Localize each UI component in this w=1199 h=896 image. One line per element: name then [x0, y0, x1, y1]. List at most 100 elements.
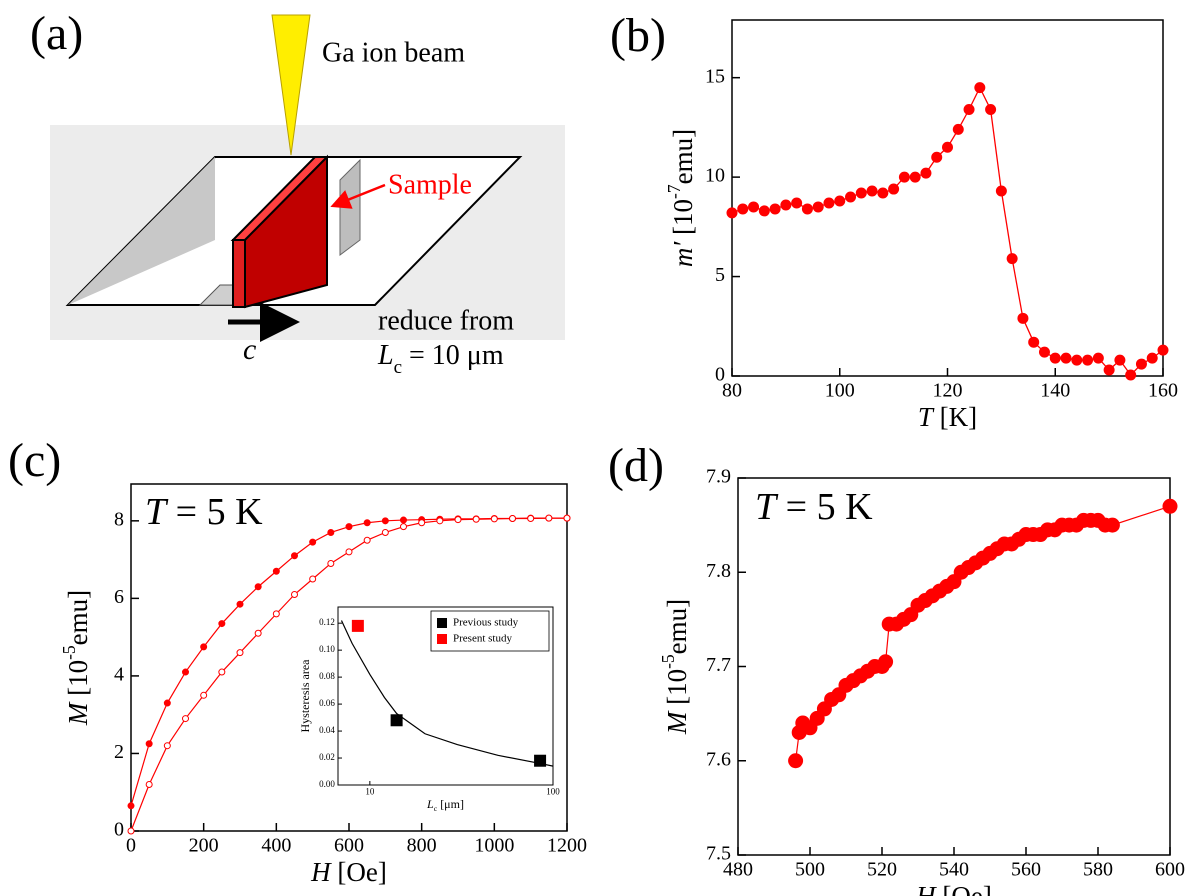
y-tick-label: 5: [715, 264, 725, 286]
chart: 80 100 120 140 160 0 5 10 15: [705, 19, 1178, 402]
point: [309, 575, 317, 583]
point: [272, 610, 280, 618]
point: [855, 187, 867, 199]
point: [309, 538, 317, 546]
point: [381, 528, 389, 536]
point: [272, 567, 280, 575]
point: [888, 183, 900, 195]
pointer: [330, 183, 386, 209]
point: [363, 519, 371, 527]
point: [1157, 344, 1169, 356]
y-tick-label: 4: [114, 664, 124, 686]
label-part: [μm]: [437, 797, 464, 811]
point: [1071, 354, 1083, 366]
point: [390, 714, 403, 727]
point: [236, 600, 244, 608]
point: [254, 629, 262, 637]
sample-side: [232, 239, 246, 308]
label-part: emu]: [63, 590, 93, 645]
point: [400, 516, 407, 524]
point: [472, 515, 480, 523]
point: [1017, 312, 1029, 324]
label-part: c: [434, 804, 438, 813]
point: [200, 691, 208, 699]
panel-label: (b): [610, 9, 666, 62]
panel-label: (d): [608, 439, 664, 492]
point: [163, 742, 171, 750]
label-part: M: [662, 710, 692, 735]
point: [218, 668, 226, 676]
y-tick-label: 0.04: [319, 725, 335, 735]
panel-label: (a): [30, 7, 83, 60]
point: [254, 583, 262, 591]
y-tick-label: 0: [715, 364, 725, 386]
point: [823, 197, 835, 209]
y-tick-label: 6: [114, 586, 124, 608]
axis-label: T [K]: [918, 402, 977, 432]
axis-label: H [Oe]: [310, 857, 387, 887]
y-tick-label: 0.08: [319, 671, 335, 681]
value: = 10 μm: [402, 340, 504, 371]
x-tick-label: 100: [546, 786, 560, 796]
x-tick-label: 80: [722, 380, 742, 402]
note: reduce from: [378, 305, 514, 336]
chart: 10 100 0.00 0.02 0.04 0.06 0.08 0.10 0.12 Previou…: [319, 606, 560, 796]
label-part: M: [63, 701, 93, 726]
label-part: emu]: [668, 129, 698, 184]
point: [436, 517, 444, 525]
point: [236, 649, 244, 657]
point: [327, 559, 335, 567]
point: [490, 515, 498, 523]
point: [920, 167, 932, 179]
point: [995, 185, 1007, 197]
y-tick-label: 15: [705, 65, 725, 87]
point: [1114, 354, 1126, 366]
chart: 480 500 520 540 560 580 600 7.5 7.6 7.7 7.8 7.9: [706, 466, 1185, 881]
x-tick-label: 560: [1011, 859, 1041, 881]
series-line: [340, 620, 554, 767]
x-tick-label: 0: [126, 835, 136, 857]
label-part: = 5 K: [776, 486, 873, 528]
point: [345, 523, 353, 531]
y-tick-label: 7.8: [706, 560, 731, 582]
point: [1092, 352, 1104, 364]
point: [1125, 369, 1137, 381]
beam-label: Ga ion beam: [322, 37, 465, 68]
y-tick-label: 0: [114, 819, 124, 841]
point: [200, 643, 208, 651]
point: [845, 191, 857, 203]
legend: [430, 610, 550, 652]
axis-label: Lc [μm]: [426, 797, 464, 814]
point: [127, 827, 135, 835]
y-tick-label: 0.12: [319, 617, 335, 627]
plot-frame: [731, 19, 1164, 377]
axis-label: c: [243, 333, 256, 366]
point: [145, 780, 153, 788]
label-part: -7: [664, 184, 684, 199]
point: [748, 201, 760, 213]
x-tick-label: 600: [1155, 859, 1185, 881]
point: [952, 123, 964, 135]
point: [291, 552, 298, 560]
x-tick-label: 200: [189, 835, 219, 857]
point: [127, 802, 135, 810]
label-part: -5: [59, 645, 79, 660]
point: [400, 523, 407, 531]
plot-frame: [737, 477, 1171, 856]
y-tick-label: 7.7: [706, 654, 731, 676]
point: [758, 205, 770, 217]
panel-label: (c): [8, 434, 61, 487]
x-tick-label: 160: [1148, 380, 1178, 402]
wall: [68, 157, 215, 305]
point: [963, 103, 975, 115]
point: [527, 515, 535, 523]
legend-swatch: [437, 634, 447, 644]
point: [381, 517, 389, 525]
point: [291, 590, 298, 598]
point: [1135, 358, 1147, 370]
x-tick-label: 120: [933, 380, 963, 402]
point: [1162, 498, 1178, 514]
label-part: H: [915, 881, 937, 896]
x-tick-label: 480: [723, 859, 753, 881]
